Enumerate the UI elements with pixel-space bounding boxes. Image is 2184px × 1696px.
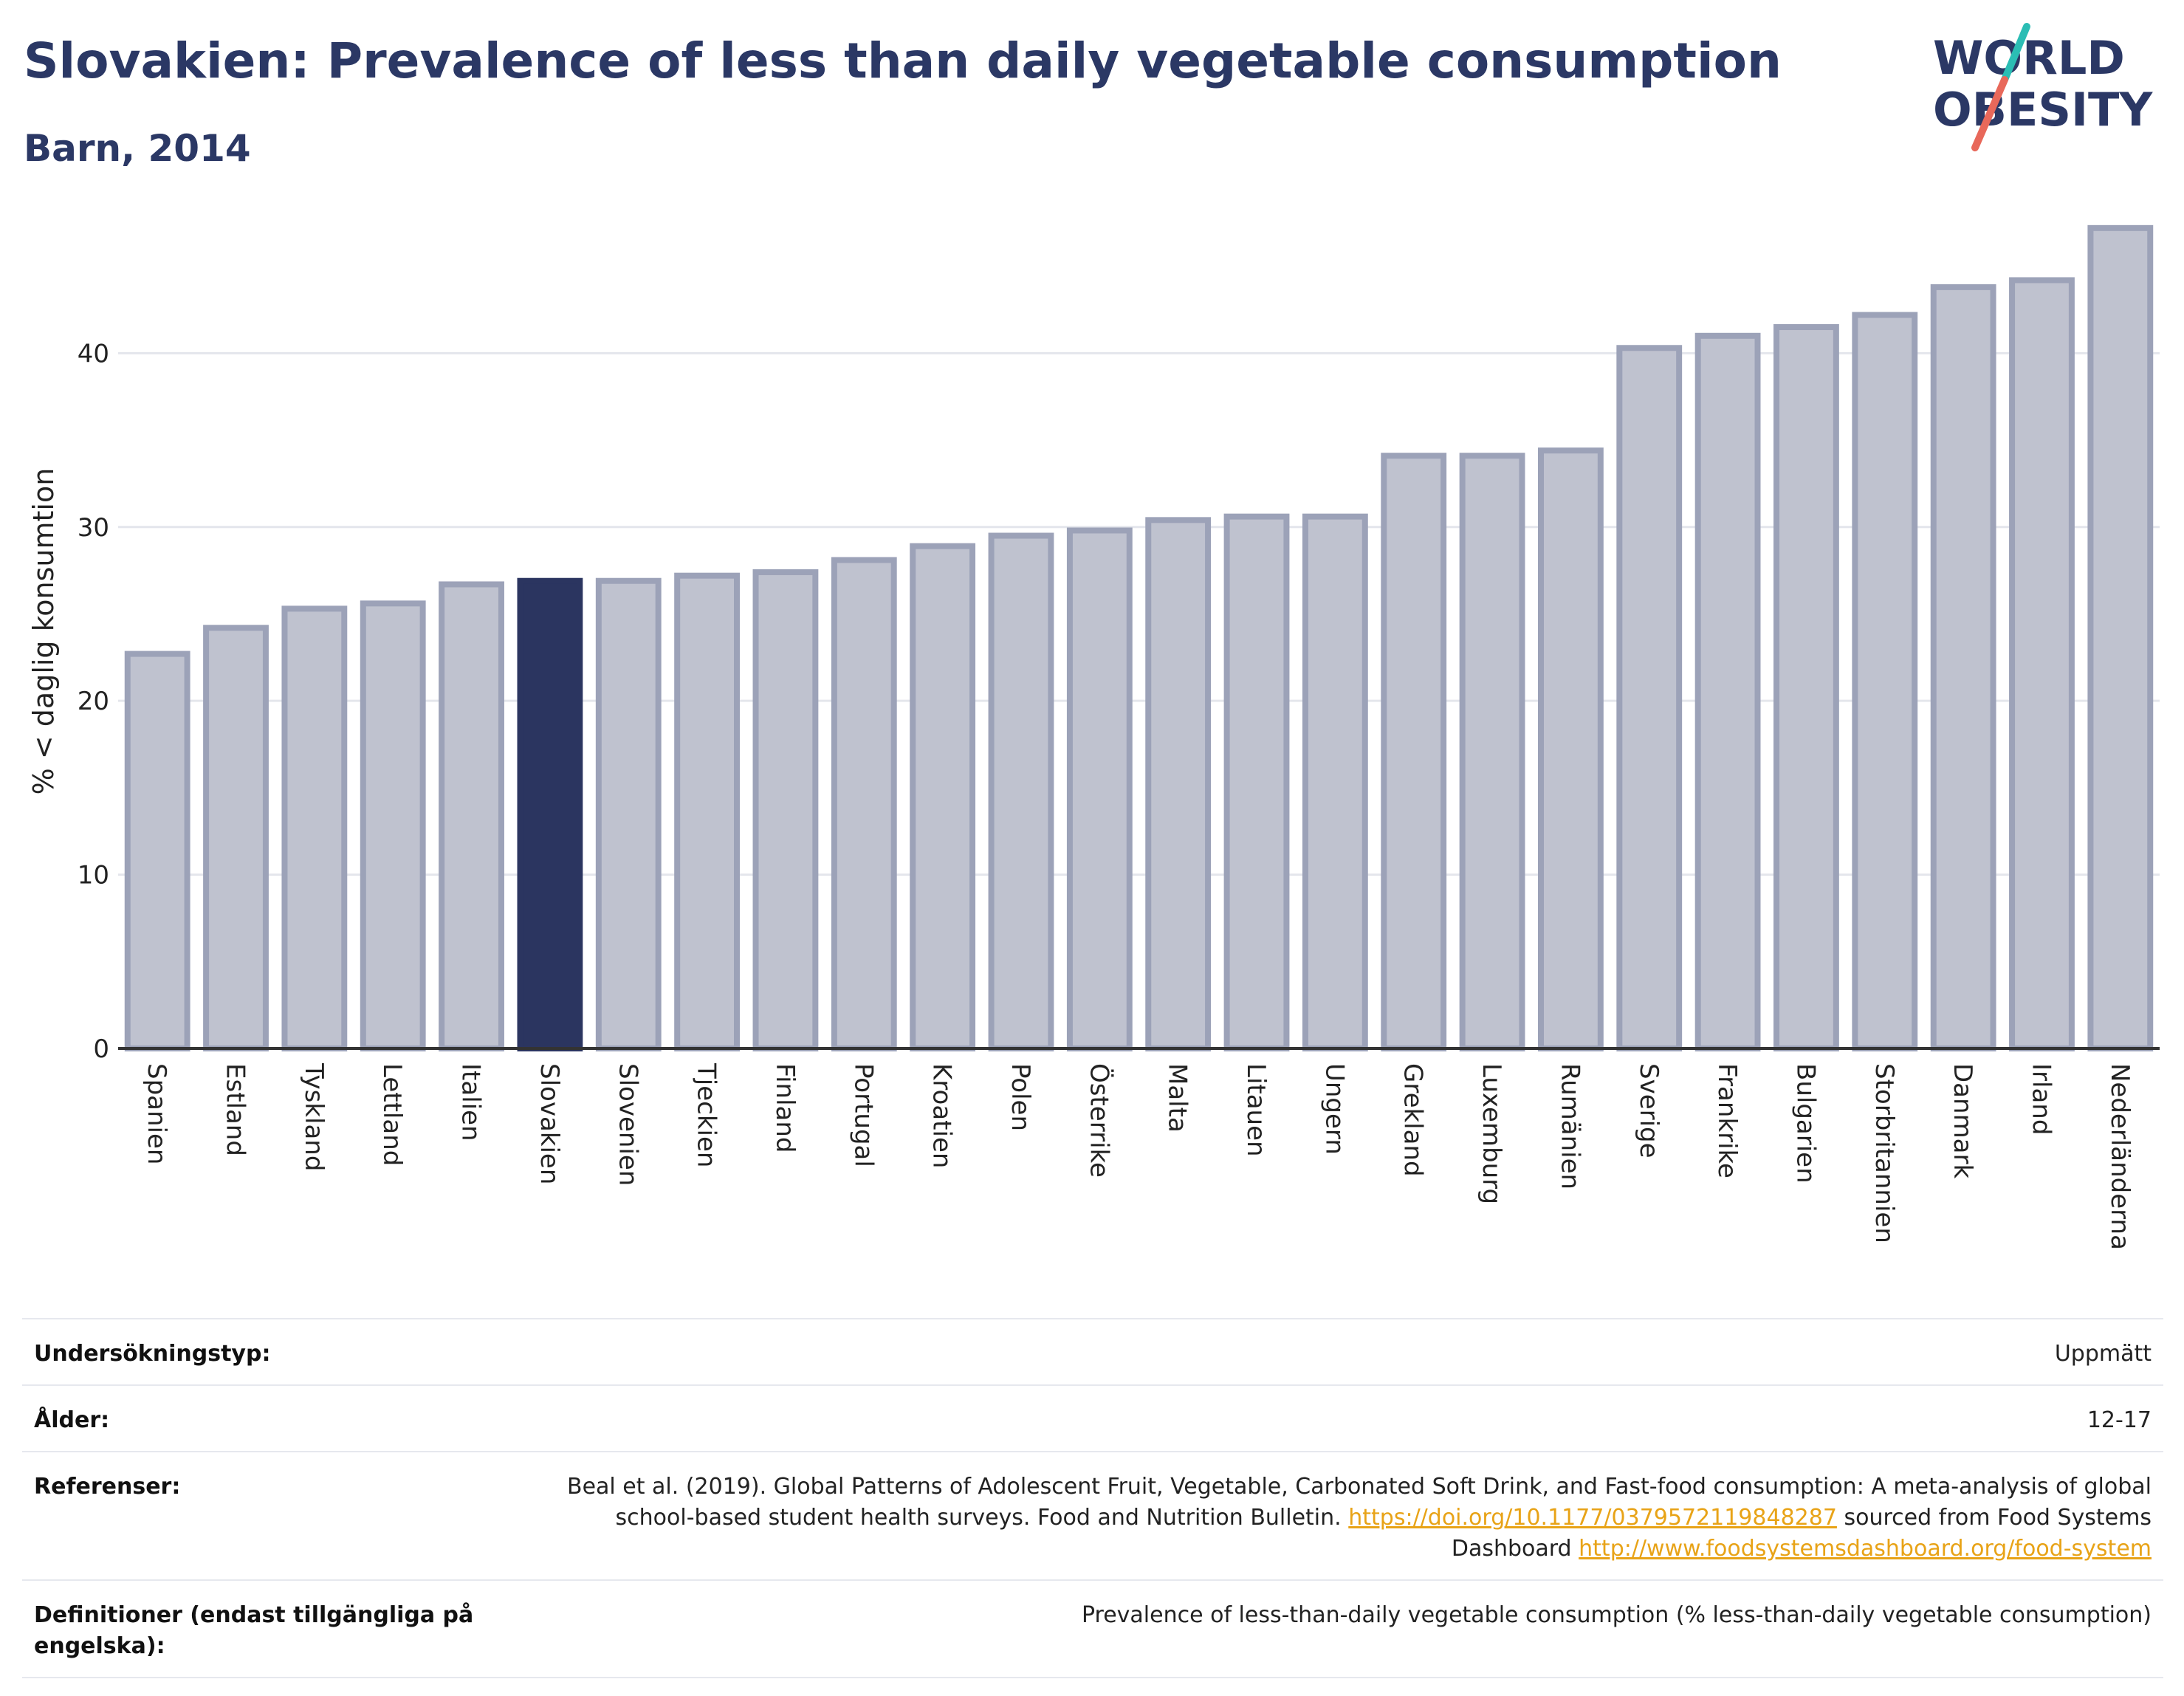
x-tick-label: Finland (770, 1063, 800, 1153)
bar-lettland (360, 600, 426, 1051)
bar-malta (1145, 517, 1212, 1052)
bar-luxemburg (1459, 453, 1525, 1051)
bar-slovakien (517, 577, 583, 1051)
x-tick-label: Italien (456, 1063, 486, 1141)
x-tick-label: Rumänien (1555, 1063, 1584, 1189)
bars (124, 224, 2154, 1052)
bar-danmark (1930, 284, 1996, 1051)
bar-italien (439, 581, 504, 1051)
info-row-age: Ålder: 12-17 (22, 1384, 2163, 1452)
y-tick-labels: 0 10 20 30 40 (78, 339, 109, 1064)
logo-slash-teal (2001, 23, 2030, 83)
bar-bulgarien (1773, 324, 1839, 1052)
x-tick-label: Estland (221, 1063, 250, 1156)
y-axis-label: % < daglig konsumtion (27, 468, 60, 795)
info-table: Undersökningstyp: Uppmätt Ålder: 12-17 R… (22, 1318, 2163, 1678)
bar-ungern (1302, 513, 1368, 1051)
definitions-label: Definitioner (endast tillgängliga på eng… (22, 1579, 518, 1678)
y-tick-label: 40 (78, 339, 109, 368)
bar-frankrike (1694, 332, 1761, 1051)
bar-litauen (1223, 513, 1290, 1051)
references-value: Beal et al. (2019). Global Patterns of A… (518, 1451, 2163, 1580)
x-tick-label: Grekland (1398, 1063, 1428, 1177)
x-tick-label: Portugal (848, 1063, 878, 1167)
x-tick-label: Litauen (1241, 1063, 1271, 1157)
bar-slovenien (595, 577, 662, 1051)
survey-type-label: Undersökningstyp: (22, 1318, 518, 1385)
bar-chart: 0 10 20 30 40 Spanien Estland Tyskland Lettland… (27, 224, 2160, 1250)
bar-tjeckien (674, 572, 741, 1051)
definitions-value: Prevalence of less-than-daily vegetable … (518, 1579, 2163, 1678)
y-tick-label: 20 (78, 687, 109, 716)
age-value: 12-17 (518, 1384, 2163, 1452)
world-obesity-logo: WORLD OBESITY (1933, 23, 2153, 151)
x-tick-label: Luxemburg (1477, 1063, 1506, 1204)
bar-storbritannien (1852, 312, 1918, 1051)
info-row-definitions: Definitioner (endast tillgängliga på eng… (22, 1579, 2163, 1678)
x-tick-label: Spanien (142, 1063, 171, 1164)
logo-line-1: WORLD (1933, 31, 2125, 85)
y-tick-label: 30 (78, 513, 109, 543)
x-tick-label: Ungern (1319, 1063, 1349, 1155)
bar-estland (203, 625, 269, 1051)
x-tick-label: Bulgarien (1790, 1063, 1820, 1184)
x-tick-label: Nederländerna (2105, 1063, 2135, 1250)
logo-slash-red (1971, 76, 2008, 151)
food-systems-link[interactable]: http://www.foodsystemsdashboard.org/food… (1579, 1536, 2152, 1562)
x-tick-label: Kroatien (927, 1063, 957, 1168)
references-label: Referenser: (22, 1451, 518, 1580)
x-tick-label: Tjeckien (692, 1062, 721, 1167)
reference-text-1: Beal et al. (2019). Global Patterns of A… (566, 1474, 2152, 1531)
bar-finland (752, 569, 819, 1051)
x-tick-label: Sverige (1634, 1063, 1663, 1158)
x-tick-label: Tyskland (299, 1062, 329, 1171)
x-tick-label: Irland (2026, 1063, 2056, 1135)
info-row-references: Referenser: Beal et al. (2019). Global P… (22, 1451, 2163, 1580)
x-tick-label: Slovenien (613, 1063, 642, 1186)
chart-title: Slovakien: Prevalence of less than daily… (24, 32, 1782, 89)
bar-österrike (1066, 527, 1133, 1052)
x-tick-label: Malta (1163, 1063, 1192, 1133)
reference-text-2: sourced from Food Systems Dashboard (1451, 1505, 2152, 1562)
x-tick-label: Lettland (377, 1063, 407, 1166)
x-tick-label: Storbritannien (1869, 1063, 1899, 1243)
x-tick-label: Slovakien (535, 1063, 564, 1184)
bar-nederländerna (2087, 224, 2154, 1051)
bar-portugal (831, 557, 897, 1051)
bar-rumänien (1537, 447, 1604, 1051)
bar-sverige (1616, 345, 1683, 1052)
bar-grekland (1381, 453, 1447, 1051)
info-row-survey-type: Undersökningstyp: Uppmätt (22, 1318, 2163, 1385)
survey-type-value: Uppmätt (518, 1318, 2163, 1385)
bar-tyskland (281, 605, 348, 1051)
x-tick-labels: Spanien Estland Tyskland Lettland Italien Slo… (142, 1062, 2135, 1250)
bar-spanien (124, 650, 190, 1051)
x-tick-label: Frankrike (1712, 1063, 1742, 1178)
doi-link[interactable]: https://doi.org/10.1177/0379572119848287 (1348, 1505, 1837, 1531)
y-tick-label: 0 (93, 1034, 109, 1064)
logo-line-2: OBESITY (1933, 83, 2153, 137)
x-tick-label: Danmark (1948, 1063, 1977, 1178)
bar-polen (988, 532, 1054, 1052)
chart-subtitle: Barn, 2014 (24, 127, 251, 170)
y-tick-label: 10 (78, 861, 109, 890)
x-tick-label: Polen (1006, 1063, 1035, 1131)
bar-irland (2009, 277, 2075, 1051)
bar-kroatien (910, 543, 976, 1052)
age-label: Ålder: (22, 1384, 518, 1452)
x-tick-label: Österrike (1084, 1063, 1114, 1178)
